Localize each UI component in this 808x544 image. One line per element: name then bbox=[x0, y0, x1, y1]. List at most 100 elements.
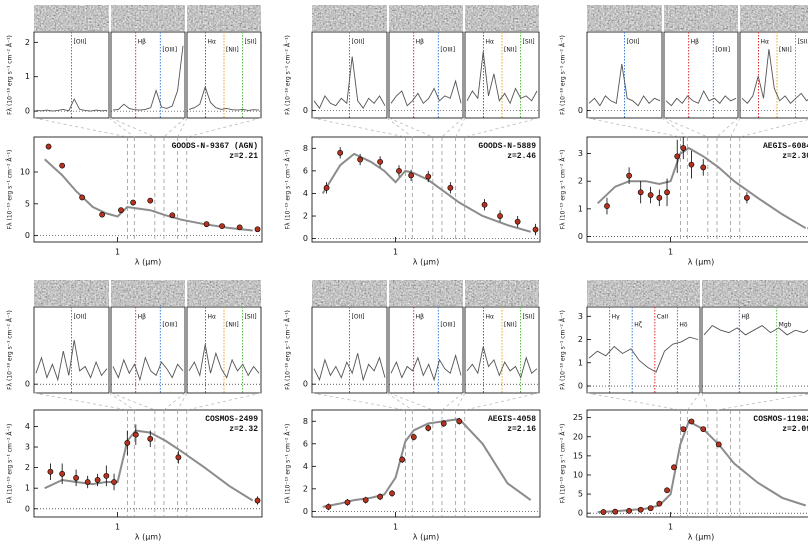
photometry-point bbox=[604, 203, 610, 209]
line-label: [NII] bbox=[504, 47, 517, 54]
connector bbox=[464, 392, 540, 411]
line-label: [OIII] bbox=[715, 47, 730, 54]
y-tick-label: 25 bbox=[573, 413, 583, 422]
redshift: z=2.09 bbox=[782, 425, 808, 434]
photometry-point bbox=[124, 440, 131, 446]
y-tick-label: 1 bbox=[578, 204, 583, 213]
connector bbox=[311, 392, 406, 411]
y-tick-label: 2 bbox=[578, 335, 583, 344]
photometry-point bbox=[688, 161, 695, 168]
y-tick-label: 1 bbox=[578, 358, 583, 367]
y-tick-label: 0 bbox=[578, 106, 583, 115]
postage-stamp bbox=[33, 279, 110, 307]
photometry-point bbox=[377, 493, 384, 500]
postage-stamp bbox=[388, 279, 464, 307]
sed-frame bbox=[586, 136, 808, 243]
y-tick-label: 0 bbox=[303, 507, 308, 516]
postage-stamp bbox=[33, 4, 110, 32]
postage-stamp bbox=[311, 4, 388, 32]
spectrum bbox=[390, 79, 462, 107]
photometry-point bbox=[656, 194, 663, 201]
line-label: Hα bbox=[208, 39, 217, 46]
photometry-point bbox=[103, 472, 110, 479]
connector bbox=[663, 117, 708, 138]
line-label: CaII bbox=[657, 314, 669, 321]
line-label: Hα bbox=[486, 39, 495, 46]
connector bbox=[33, 392, 128, 411]
x-axis-label: λ (μm) bbox=[413, 533, 439, 542]
line-label: Hα bbox=[761, 39, 770, 46]
y-axis-label: Fλ (10⁻¹⁹ erg s⁻¹ cm⁻² Å⁻¹) bbox=[7, 424, 14, 504]
photometry-point bbox=[377, 158, 384, 165]
photometry-point bbox=[357, 156, 364, 163]
line-label: [NII] bbox=[779, 47, 792, 54]
y-axis-label: Fλ (10⁻¹⁸ erg s⁻¹ cm⁻² Å⁻¹) bbox=[285, 310, 292, 390]
x-tick-label: 1 bbox=[668, 523, 673, 532]
spectrum bbox=[665, 89, 737, 107]
postage-stamp bbox=[464, 279, 540, 307]
connector bbox=[163, 117, 186, 138]
postage-stamp bbox=[586, 4, 663, 32]
x-axis-label: λ (μm) bbox=[135, 533, 161, 542]
connector bbox=[388, 392, 433, 411]
spectrum bbox=[112, 45, 184, 111]
connector bbox=[33, 117, 128, 138]
y-tick-label: 0 bbox=[25, 380, 30, 389]
photometry-point bbox=[344, 499, 351, 506]
connector bbox=[311, 117, 406, 138]
x-tick-label: 1 bbox=[115, 523, 120, 532]
photometry-point bbox=[254, 226, 261, 233]
x-tick-label: 1 bbox=[393, 248, 398, 257]
x-axis-label: λ (μm) bbox=[413, 258, 439, 267]
y-axis-label: Fλ (10⁻¹⁹ erg s⁻¹ cm⁻² Å⁻¹) bbox=[560, 150, 567, 230]
y-tick-label: 15 bbox=[573, 451, 583, 460]
line-label: [NII] bbox=[504, 322, 517, 329]
sed-frame bbox=[311, 409, 541, 518]
connector bbox=[177, 117, 188, 138]
connector bbox=[455, 117, 466, 138]
photometry-point bbox=[396, 167, 402, 174]
line-label: [SII] bbox=[245, 314, 257, 321]
connector bbox=[108, 392, 135, 411]
y-tick-label: 0 bbox=[25, 231, 30, 240]
spectrum bbox=[588, 336, 699, 373]
line-label: Hα bbox=[208, 314, 217, 321]
connector bbox=[586, 117, 681, 138]
photometry-point bbox=[743, 194, 750, 201]
photometry-point bbox=[362, 497, 369, 504]
photometry-point bbox=[84, 479, 91, 485]
photometry-point bbox=[497, 213, 503, 219]
photometry-point bbox=[132, 431, 139, 438]
y-axis-label: Fλ (10⁻¹⁹ erg s⁻¹ cm⁻² Å⁻¹) bbox=[285, 424, 292, 504]
photometry-point bbox=[514, 218, 521, 225]
object-name: AEGIS-4058 bbox=[488, 415, 536, 424]
redshift: z=2.30 bbox=[782, 152, 808, 161]
postage-stamp bbox=[311, 279, 388, 307]
spectrum bbox=[112, 356, 184, 382]
y-tick-label: 3 bbox=[578, 312, 583, 321]
y-tick-label: 5 bbox=[578, 490, 583, 499]
connector bbox=[686, 392, 701, 411]
connector bbox=[739, 119, 808, 138]
y-tick-label: 1 bbox=[25, 72, 30, 81]
photometry-point bbox=[612, 508, 619, 515]
line-label: Hβ bbox=[416, 39, 425, 46]
spectrum bbox=[703, 325, 808, 336]
photometry-point bbox=[664, 189, 670, 196]
y-tick-label: 10 bbox=[20, 168, 30, 177]
photometry-point bbox=[715, 441, 722, 448]
y-tick-label: 1 bbox=[25, 484, 30, 493]
photometry-point bbox=[647, 505, 654, 512]
photometry-point bbox=[664, 487, 670, 494]
y-tick-label: 8 bbox=[303, 144, 308, 153]
y-tick-label: 0 bbox=[303, 234, 308, 243]
spectrum bbox=[313, 56, 386, 110]
y-tick-label: 10 bbox=[573, 470, 583, 479]
connector bbox=[388, 117, 433, 138]
photometry-point bbox=[637, 189, 644, 196]
y-tick-label: 6 bbox=[303, 439, 308, 448]
line-label: Hβ bbox=[416, 314, 425, 321]
photometry-point bbox=[130, 199, 136, 206]
x-axis-label: λ (μm) bbox=[135, 258, 161, 267]
